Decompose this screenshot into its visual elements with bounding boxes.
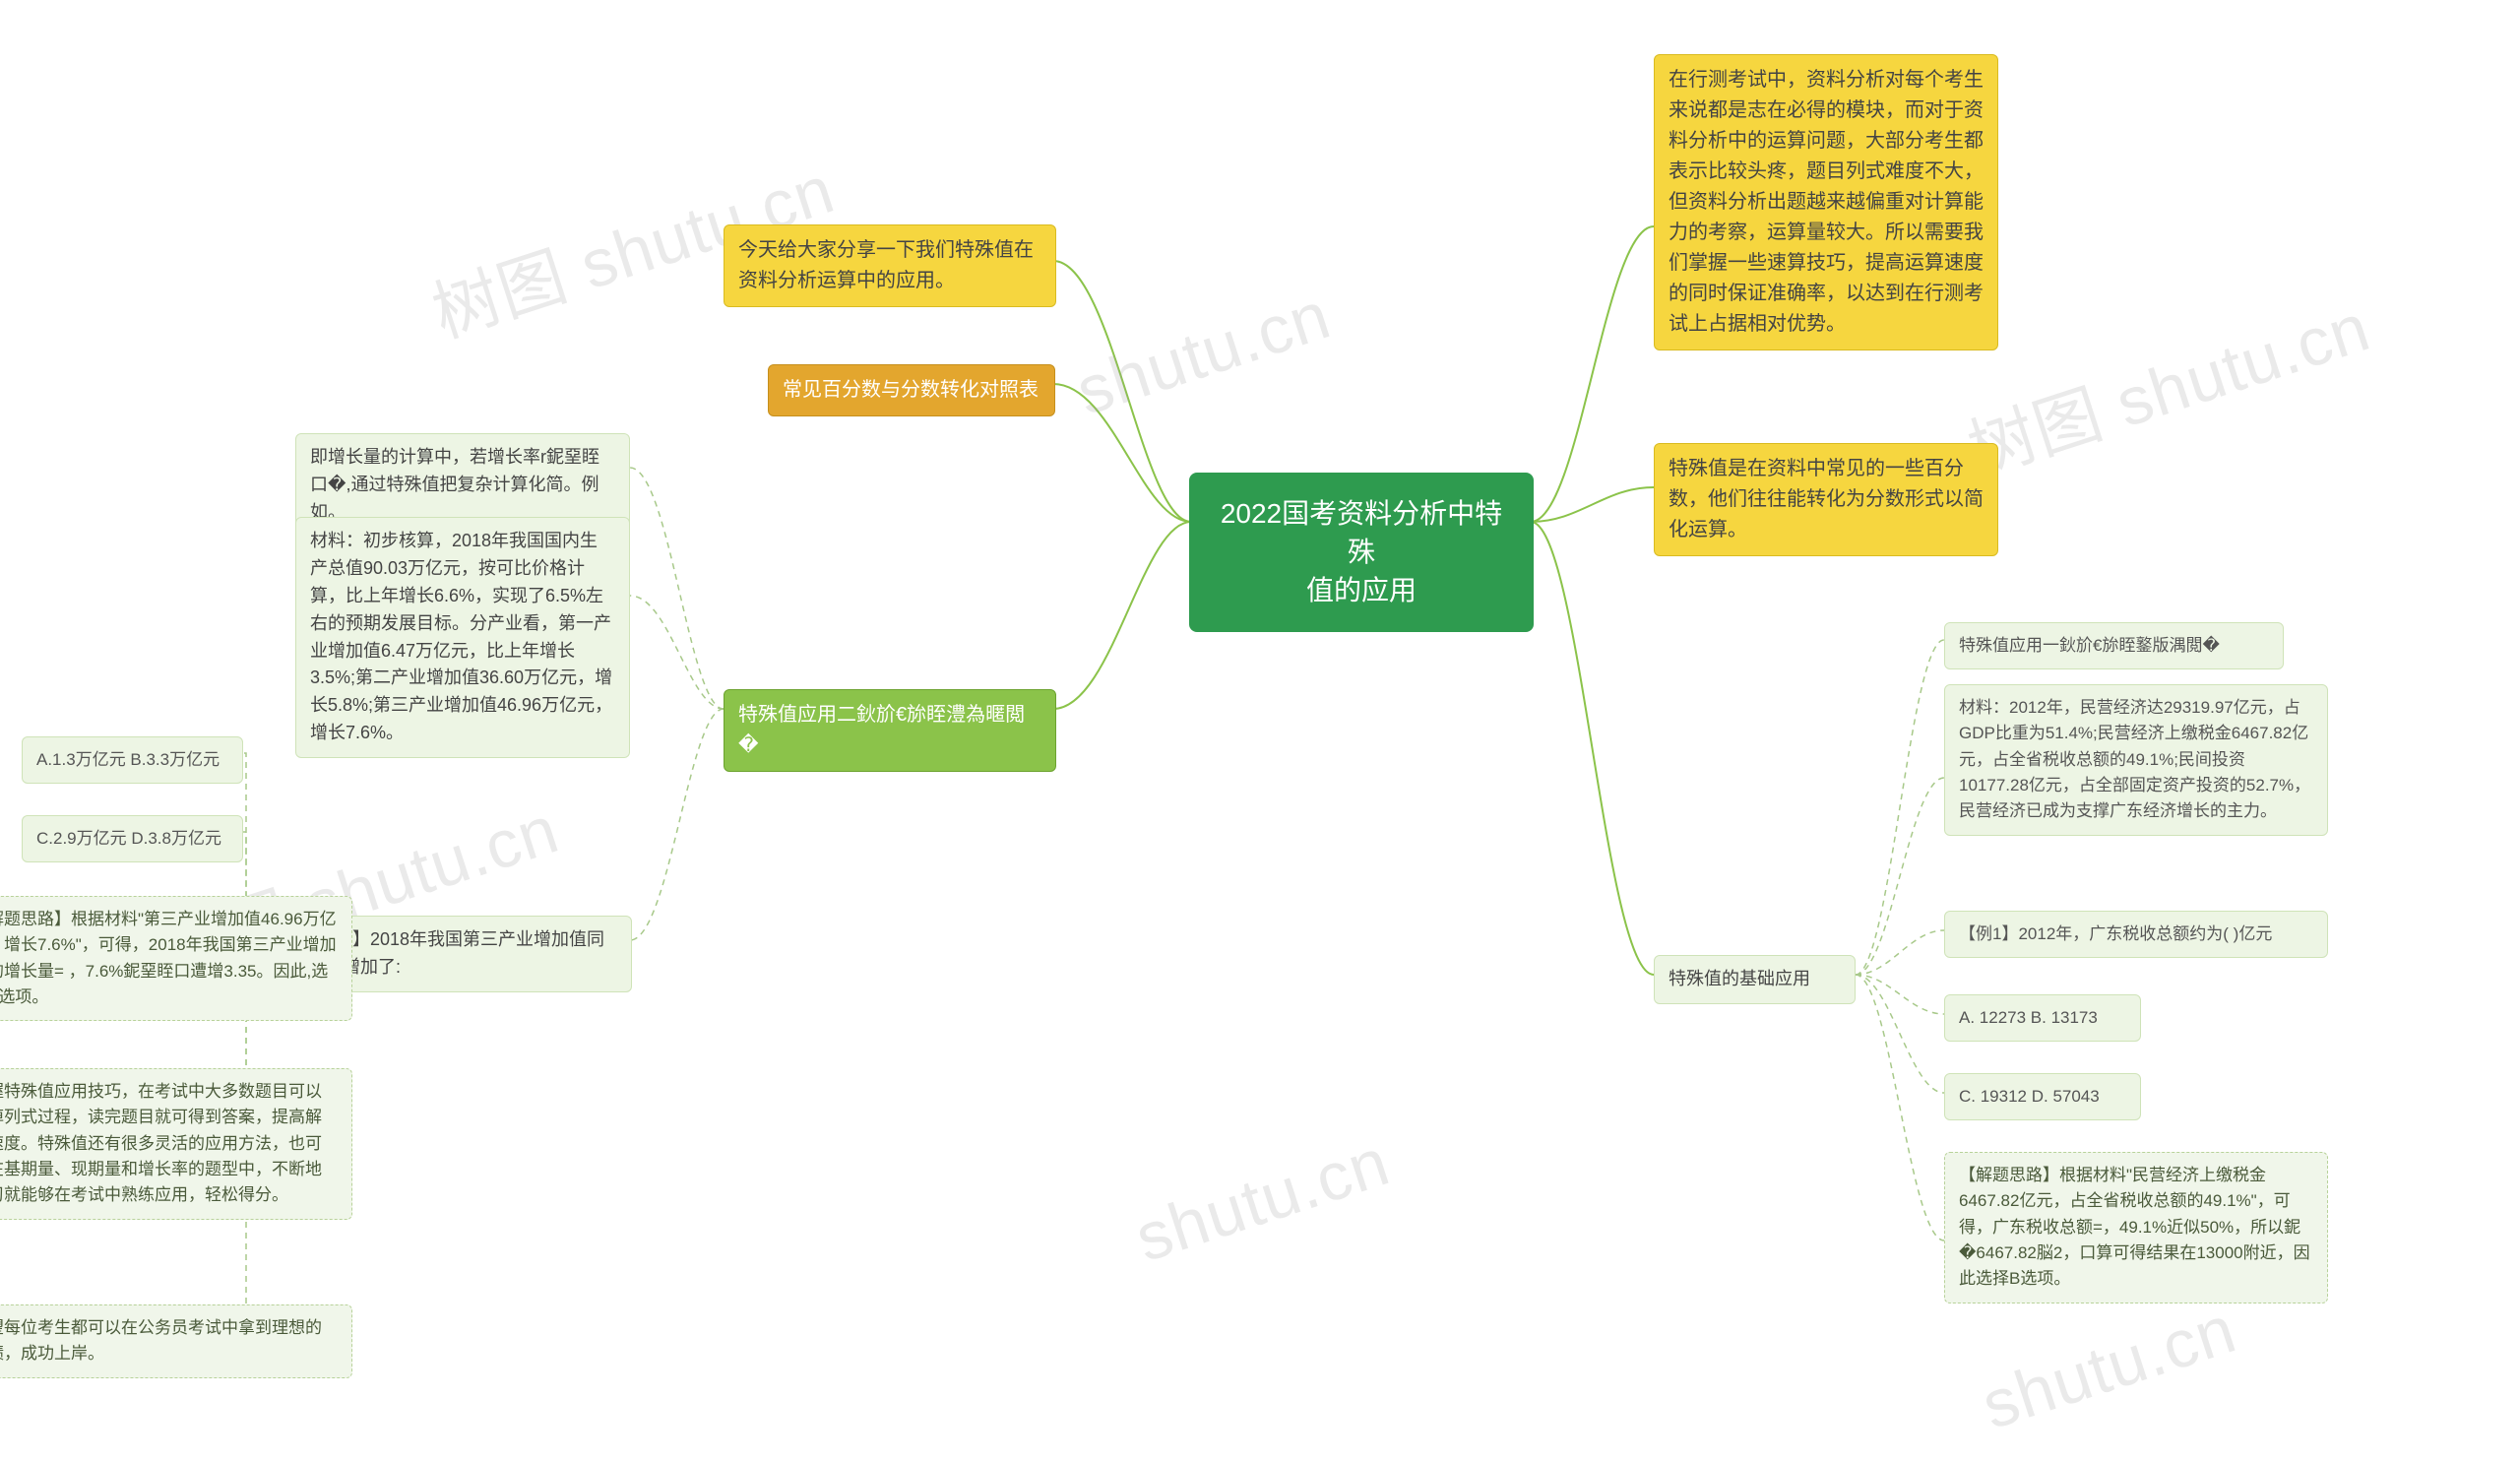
wish-node: 希望每位考生都可以在公务员考试中拿到理想的成绩，成功上岸。 <box>0 1304 352 1378</box>
app1-title: 特殊值应用一鈥斺€旀眰鐜版湡閲� <box>1944 622 2284 669</box>
app2-material: 材料：初步核算，2018年我国国内生产总值90.03万亿元，按可比价格计算，比上… <box>295 517 630 758</box>
app1-material: 材料：2012年，民营经济达29319.97亿元，占GDP比重为51.4%;民营… <box>1944 684 2328 836</box>
app1-example: 【例1】2012年，广东税收总额约为( )亿元 <box>1944 911 2328 958</box>
watermark: shutu.cn <box>1126 1123 1398 1277</box>
app2-solution: 【解题思路】根据材料"第三产业增加值46.96万亿元，增长7.6%"，可得，20… <box>0 896 352 1021</box>
app1-option-b: C. 19312 D. 57043 <box>1944 1073 2141 1120</box>
watermark: shutu.cn <box>1067 277 1339 430</box>
right-intro: 在行测考试中，资料分析对每个考生来说都是志在必得的模块，而对于资料分析中的运算问… <box>1654 54 1998 350</box>
watermark: 树图 shutu.cn <box>1954 273 2380 494</box>
left-share-node[interactable]: 今天给大家分享一下我们特殊值在资料分析运算中的应用。 <box>724 224 1056 307</box>
right-basic-label[interactable]: 特殊值的基础应用 <box>1654 955 1856 1004</box>
left-app2-label[interactable]: 特殊值应用二鈥斺€旀眰澧為暱閲� <box>724 689 1056 772</box>
left-table-node[interactable]: 常见百分数与分数转化对照表 <box>768 364 1055 416</box>
center-topic[interactable]: 2022国考资料分析中特殊值的应用 <box>1189 473 1534 632</box>
app2-option-a: A.1.3万亿元 B.3.3万亿元 <box>22 736 243 784</box>
watermark: shutu.cn <box>1973 1291 2244 1444</box>
tips-node: 掌握特殊值应用技巧，在考试中大多数题目可以省掉列式过程，读完题目就可得到答案，提… <box>0 1068 352 1220</box>
app1-solution: 【解题思路】根据材料"民营经济上缴税金6467.82亿元，占全省税收总额的49.… <box>1944 1152 2328 1303</box>
right-def: 特殊值是在资料中常见的一些百分数，他们往往能转化为分数形式以简化运算。 <box>1654 443 1998 556</box>
app1-option-a: A. 12273 B. 13173 <box>1944 994 2141 1042</box>
app2-option-b: C.2.9万亿元 D.3.8万亿元 <box>22 815 243 862</box>
